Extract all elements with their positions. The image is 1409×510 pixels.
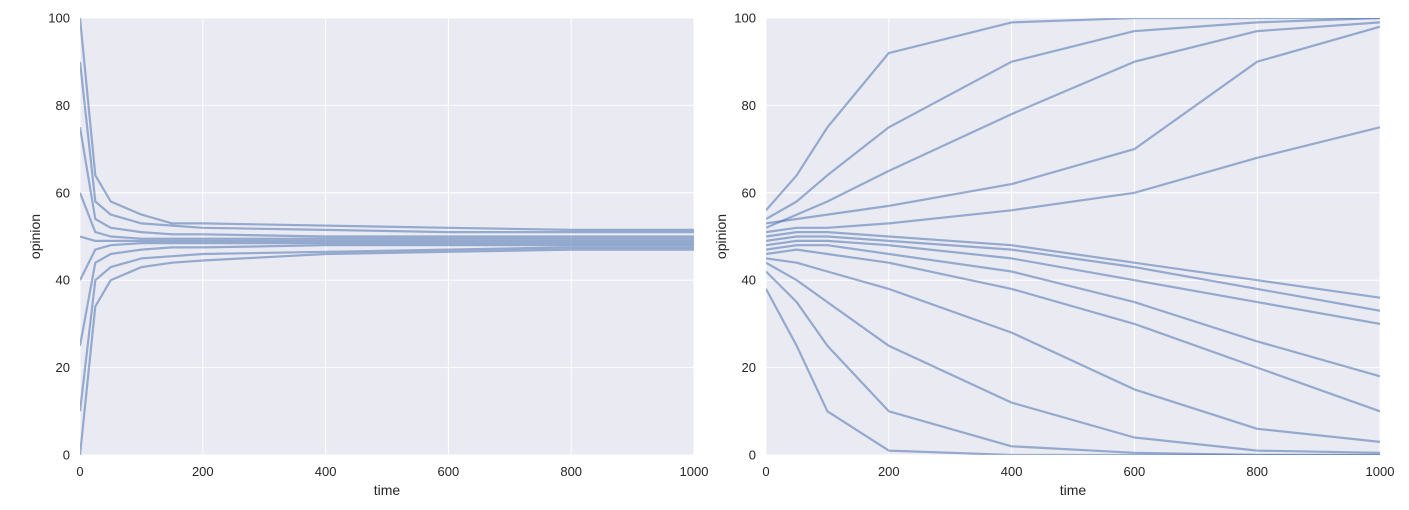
series-line [766, 18, 1380, 212]
series-group [80, 18, 694, 455]
y-tick-label: 40 [742, 273, 756, 288]
x-tick-label: 200 [878, 464, 900, 479]
chart-panel-right: 0 200 400 600 800 1000 0 20 40 60 80 100 time opinion [713, 11, 1394, 499]
y-axis-label: opinion [27, 214, 43, 259]
series-line [766, 18, 1380, 220]
series-line [766, 21, 1380, 229]
y-tick-label: 60 [742, 185, 756, 200]
y-tick-label: 20 [742, 360, 756, 375]
series-line [766, 244, 1380, 378]
series-line [766, 257, 1380, 443]
series-line [80, 61, 694, 234]
x-tick-label: 800 [1246, 464, 1268, 479]
x-tick-label: 600 [1124, 464, 1146, 479]
series-line [766, 248, 1380, 413]
y-tick-label: 100 [48, 11, 70, 26]
series-line [80, 242, 694, 281]
plot-area [766, 18, 1380, 455]
series-line [80, 244, 694, 346]
x-tick-label: 0 [762, 464, 769, 479]
x-tick-label: 400 [315, 464, 337, 479]
series-line [80, 18, 694, 231]
x-tick-label: 400 [1001, 464, 1023, 479]
y-tick-label: 80 [742, 98, 756, 113]
series-line [80, 248, 694, 455]
series-line [766, 239, 1380, 325]
y-axis-label: opinion [713, 214, 729, 259]
series-line [766, 288, 1380, 455]
series-line [766, 231, 1380, 299]
series-group [766, 18, 1380, 455]
y-tick-label: 40 [56, 273, 70, 288]
x-tick-label: 0 [76, 464, 83, 479]
series-line [766, 126, 1380, 234]
x-tick-label: 1000 [680, 464, 709, 479]
y-tick-label: 100 [734, 11, 756, 26]
y-tick-label: 80 [56, 98, 70, 113]
x-axis-label: time [1060, 482, 1087, 498]
series-line [80, 192, 694, 240]
y-tick-label: 20 [56, 360, 70, 375]
x-tick-label: 600 [438, 464, 460, 479]
series-line [80, 246, 694, 412]
chart-panel-left: 0 200 400 600 800 1000 0 20 40 60 80 100 time opinion [27, 11, 708, 499]
y-tick-label: 0 [63, 448, 70, 463]
x-tick-label: 800 [560, 464, 582, 479]
series-line [766, 25, 1380, 225]
x-axis-label: time [374, 482, 401, 498]
x-tick-label: 200 [192, 464, 214, 479]
series-line [80, 235, 694, 242]
series-line [766, 235, 1380, 312]
y-tick-label: 60 [56, 185, 70, 200]
series-line [766, 261, 1380, 454]
y-tick-label: 0 [749, 448, 756, 463]
x-tick-label: 1000 [1366, 464, 1395, 479]
series-line [80, 127, 694, 238]
